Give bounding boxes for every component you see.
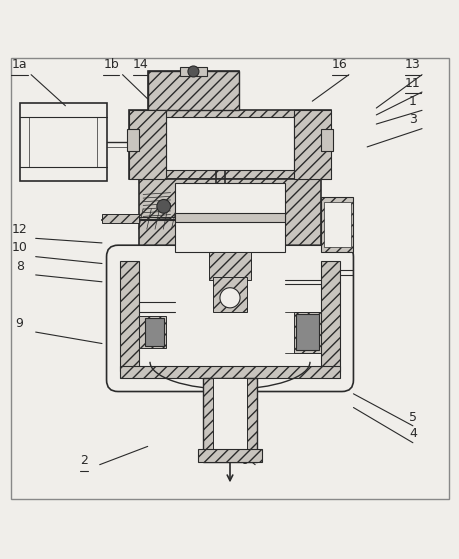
Polygon shape (138, 179, 321, 257)
Polygon shape (175, 183, 284, 252)
Text: 1a: 1a (12, 59, 28, 72)
Polygon shape (145, 319, 163, 346)
Text: 1: 1 (408, 95, 416, 108)
Polygon shape (296, 314, 319, 350)
Polygon shape (179, 67, 207, 76)
Text: 3: 3 (408, 113, 416, 126)
Polygon shape (209, 252, 250, 280)
Circle shape (188, 66, 198, 77)
Polygon shape (102, 214, 138, 223)
Text: 2: 2 (79, 454, 87, 467)
Circle shape (157, 200, 170, 213)
Text: 8: 8 (16, 259, 23, 273)
Polygon shape (197, 449, 262, 462)
Text: 4: 4 (408, 428, 416, 440)
Text: 12: 12 (12, 223, 28, 236)
Circle shape (219, 288, 240, 308)
Polygon shape (293, 311, 321, 353)
Text: 16: 16 (331, 59, 347, 72)
Polygon shape (166, 117, 293, 170)
Text: 6: 6 (239, 454, 247, 467)
Polygon shape (20, 103, 106, 181)
Text: 10: 10 (12, 241, 28, 254)
Text: 9: 9 (16, 317, 23, 330)
Polygon shape (323, 202, 350, 248)
Polygon shape (129, 110, 330, 179)
Polygon shape (138, 316, 166, 348)
Text: 11: 11 (404, 77, 420, 90)
FancyBboxPatch shape (106, 245, 353, 391)
Polygon shape (129, 110, 166, 179)
Polygon shape (321, 129, 332, 151)
Polygon shape (212, 378, 247, 462)
Polygon shape (212, 277, 247, 311)
Polygon shape (321, 261, 339, 371)
Polygon shape (147, 72, 239, 110)
Text: 1b: 1b (103, 59, 119, 72)
Text: 14: 14 (133, 59, 148, 72)
Text: 5: 5 (408, 410, 416, 424)
Polygon shape (120, 366, 339, 378)
Bar (147, 72, 239, 110)
Polygon shape (202, 378, 257, 462)
Polygon shape (120, 261, 138, 371)
Polygon shape (321, 197, 353, 252)
Text: 13: 13 (404, 59, 420, 72)
Polygon shape (293, 110, 330, 179)
Polygon shape (127, 129, 138, 151)
Polygon shape (175, 213, 284, 222)
